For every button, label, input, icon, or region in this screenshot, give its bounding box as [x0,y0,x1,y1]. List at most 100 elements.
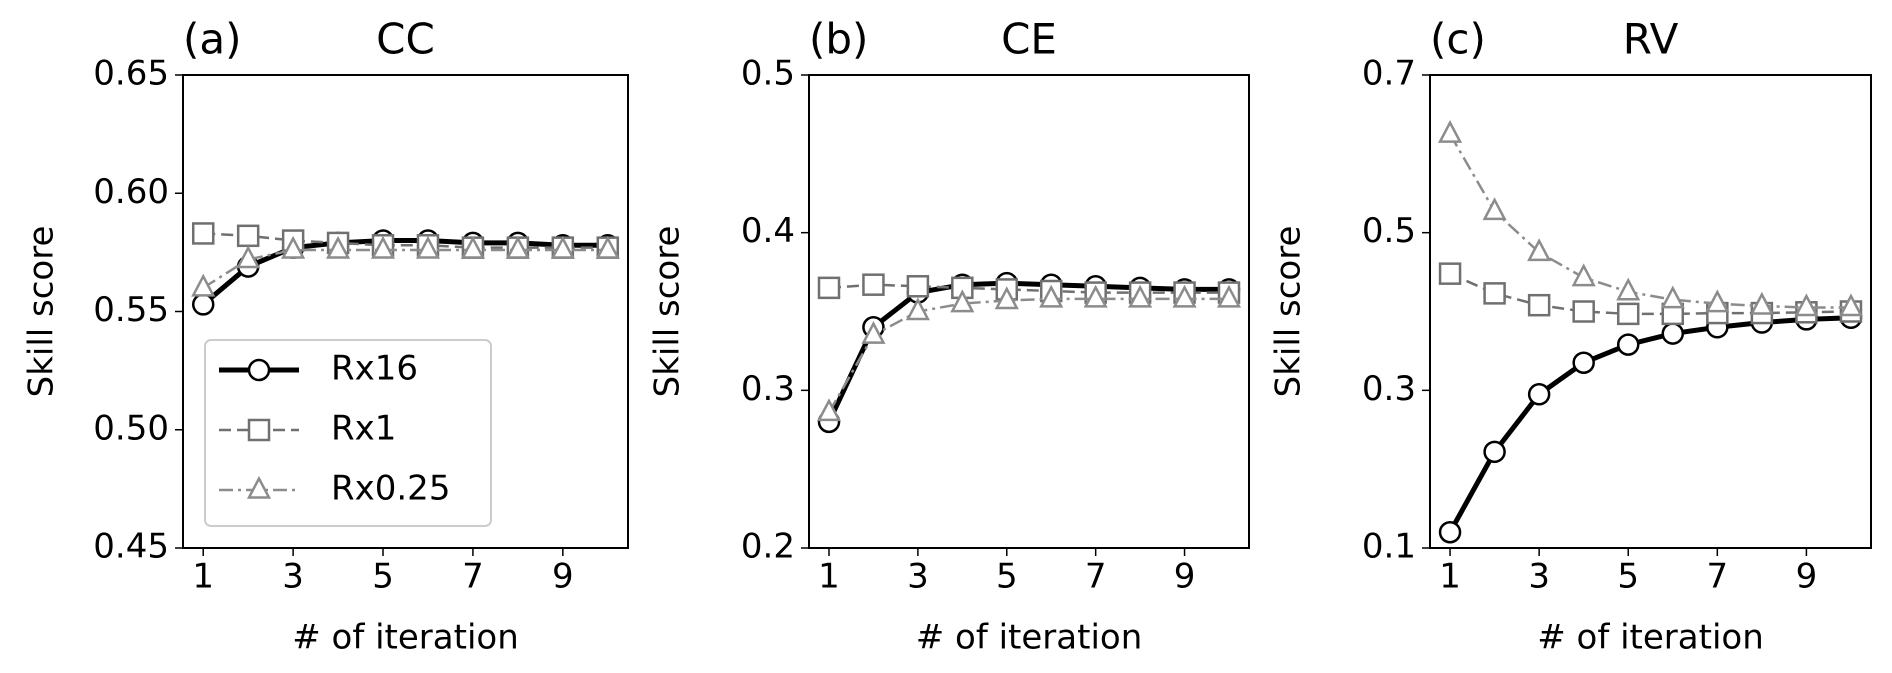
series-line [201,238,608,307]
legend-label: Rx0.25 [331,469,450,509]
marker [1527,238,1552,262]
marker [191,293,215,316]
y-axis-label: Skill score [648,226,688,398]
marker [1128,284,1153,308]
marker [1438,520,1462,544]
legend-box [204,339,492,527]
panel-label: (b) [809,15,868,64]
marker [236,245,261,269]
x-axis-label: # of iteration [292,618,519,658]
plot-frame [1429,74,1872,549]
x-tick-label: 7 [1085,557,1107,597]
y-tick-label: 0.1 [1362,527,1416,567]
y-tick-label: 0.50 [93,408,169,448]
x-tick-label: 1 [1439,557,1461,597]
marker [1437,119,1463,143]
x-axis-label: # of iteration [916,618,1143,658]
series-line [826,280,1229,423]
x-tick-label: 5 [372,557,394,597]
marker [236,224,260,248]
marker [1216,284,1242,308]
marker [861,320,886,344]
series-line [203,232,608,249]
chart-title: CC [376,15,435,64]
legend-marker [247,358,271,382]
series-line [1447,315,1852,534]
marker [1838,293,1864,317]
panel-label: (c) [1430,15,1486,64]
series-line [827,297,1229,414]
marker [950,289,975,313]
marker [460,235,485,259]
x-tick-label: 5 [1617,557,1639,597]
marker [326,235,351,259]
marker [994,286,1019,310]
marker [1571,263,1596,287]
plot-frame [808,74,1250,549]
x-tick-label: 5 [996,557,1018,597]
series-line [828,283,1229,294]
x-tick-label: 7 [462,557,484,597]
y-axis-label: Skill score [22,226,62,398]
plot-frame [182,74,629,549]
legend-label: Rx16 [331,349,418,389]
marker [816,398,842,422]
marker [1660,285,1685,309]
marker [191,222,215,245]
y-tick-label: 0.7 [1362,54,1416,94]
legend-marker [246,475,272,499]
x-tick-label: 9 [1174,557,1196,597]
y-tick-label: 0.4 [741,211,795,251]
marker [1749,291,1774,315]
marker [1483,440,1506,464]
marker [191,273,216,297]
series-line [1448,133,1851,309]
marker [1483,282,1506,305]
panel: (b) CE 0.2 0.3 0.4 0.5 1 3 5 7 9 # of iteration Skil… [648,15,1250,658]
marker [415,235,441,259]
marker [550,235,575,259]
marker [1572,351,1595,374]
panel-label: (a) [183,15,242,64]
marker [595,235,620,259]
marker [905,297,930,321]
y-tick-label: 0.60 [93,172,169,212]
x-tick-label: 3 [907,557,929,597]
marker [1616,277,1641,301]
x-tick-label: 3 [1528,557,1550,597]
marker [1794,293,1819,317]
y-tick-label: 0.2 [741,527,795,567]
x-tick-label: 1 [192,557,214,597]
marker [1039,284,1064,308]
x-tick-label: 9 [552,557,574,597]
marker [1527,383,1551,406]
marker [281,235,306,259]
marker [1616,333,1640,356]
marker [1083,284,1108,308]
panel: (a) CC 0.45 0.50 0.55 0.60 0.65 1 3 5 7 9 # of itera… [22,15,629,658]
marker [1438,262,1462,285]
marker [1616,302,1640,326]
y-tick-label: 0.45 [93,527,169,567]
marker [1482,197,1507,221]
marker [862,273,885,296]
x-tick-label: 9 [1796,557,1818,597]
marker [1172,284,1197,308]
marker [505,235,530,259]
y-tick-label: 0.55 [93,290,169,330]
marker [1661,322,1685,345]
legend-label: Rx1 [331,409,396,449]
chart-title: CE [1001,15,1057,64]
marker [1527,293,1551,317]
panel: (c) RV 0.1 0.3 0.5 0.7 1 3 5 7 9 # of iteration Skil… [1269,15,1872,658]
legend-marker [247,418,271,442]
x-tick-label: 7 [1706,557,1728,597]
y-tick-label: 0.65 [93,54,169,94]
y-tick-label: 0.3 [1362,369,1416,409]
marker [817,276,841,300]
series-line [202,248,608,289]
y-tick-label: 0.3 [741,369,795,409]
marker [906,275,930,298]
